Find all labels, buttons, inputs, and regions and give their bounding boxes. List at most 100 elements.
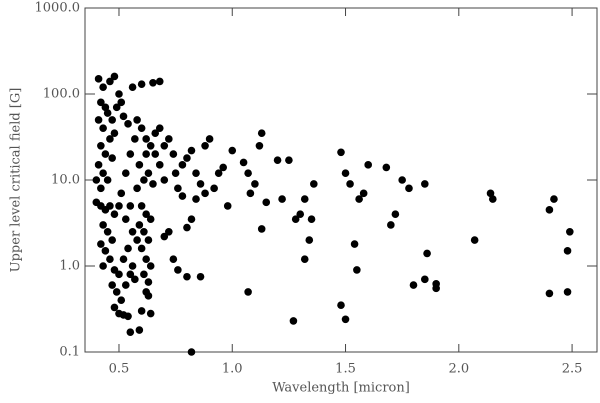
point	[119, 112, 128, 121]
point	[305, 236, 314, 244]
point	[155, 161, 164, 169]
point	[117, 296, 126, 305]
point	[398, 176, 406, 184]
point	[110, 129, 119, 138]
point	[126, 270, 135, 279]
point	[545, 206, 554, 214]
point	[126, 202, 135, 210]
point	[244, 169, 252, 177]
point	[228, 146, 237, 155]
y-axis-label: Upper level critical field [G]	[9, 88, 24, 273]
point	[174, 266, 182, 274]
point	[421, 180, 429, 188]
point	[128, 83, 137, 91]
point	[108, 116, 116, 124]
point	[423, 249, 431, 258]
point	[97, 98, 105, 107]
point	[146, 262, 155, 270]
point	[112, 288, 121, 296]
point	[94, 75, 103, 83]
point	[133, 236, 141, 244]
point	[140, 176, 148, 184]
point	[300, 255, 309, 263]
point	[566, 227, 574, 236]
point	[99, 124, 107, 133]
point	[214, 169, 223, 177]
point	[126, 150, 135, 158]
point	[262, 198, 271, 207]
point	[201, 189, 209, 198]
point	[119, 255, 128, 263]
point	[131, 135, 139, 143]
point	[121, 169, 130, 177]
point	[110, 72, 119, 81]
point	[183, 272, 191, 281]
point	[103, 176, 112, 184]
point	[97, 240, 105, 248]
point	[291, 215, 300, 224]
point	[183, 154, 191, 162]
point	[106, 202, 114, 210]
point	[307, 215, 316, 224]
point	[563, 247, 572, 255]
point	[155, 124, 164, 133]
point	[124, 120, 132, 128]
x-tick-label: 1.5	[335, 362, 356, 377]
point	[160, 176, 169, 184]
point	[140, 270, 148, 279]
point	[550, 195, 558, 203]
point	[341, 169, 350, 177]
point	[103, 109, 112, 117]
point	[421, 275, 429, 284]
point	[101, 247, 110, 255]
point	[353, 266, 361, 274]
point	[160, 141, 169, 150]
point	[337, 301, 345, 310]
point	[178, 161, 187, 169]
y-tick-label: 0.1	[59, 345, 80, 360]
point	[142, 210, 150, 219]
point	[171, 169, 180, 177]
point	[135, 326, 144, 334]
point	[183, 223, 191, 232]
point	[192, 169, 200, 177]
point	[108, 154, 116, 162]
point	[140, 227, 148, 236]
point	[350, 240, 359, 248]
x-tick-label: 2.5	[562, 362, 583, 377]
point	[131, 275, 139, 284]
point	[142, 255, 150, 263]
point	[103, 227, 112, 236]
point	[108, 236, 116, 244]
point	[115, 90, 123, 98]
point	[244, 288, 252, 296]
point	[346, 180, 354, 188]
point	[146, 309, 155, 318]
point	[405, 184, 413, 193]
point	[121, 215, 130, 224]
point	[99, 221, 107, 229]
point	[223, 202, 232, 210]
y-tick-label: 1.0	[59, 259, 80, 274]
point	[174, 184, 182, 193]
y-tick-label: 10.0	[51, 173, 80, 188]
point	[142, 135, 150, 143]
point	[409, 281, 418, 289]
point	[359, 189, 368, 198]
point	[257, 129, 266, 138]
point	[273, 156, 282, 164]
point	[470, 236, 479, 244]
point	[210, 184, 218, 193]
point	[310, 180, 318, 188]
point	[251, 180, 259, 188]
point	[94, 116, 103, 124]
point	[545, 289, 554, 298]
point	[108, 281, 116, 289]
point	[115, 270, 123, 279]
point	[300, 195, 309, 203]
point	[160, 232, 169, 241]
point	[137, 202, 146, 210]
point	[106, 255, 114, 263]
point	[99, 83, 107, 91]
